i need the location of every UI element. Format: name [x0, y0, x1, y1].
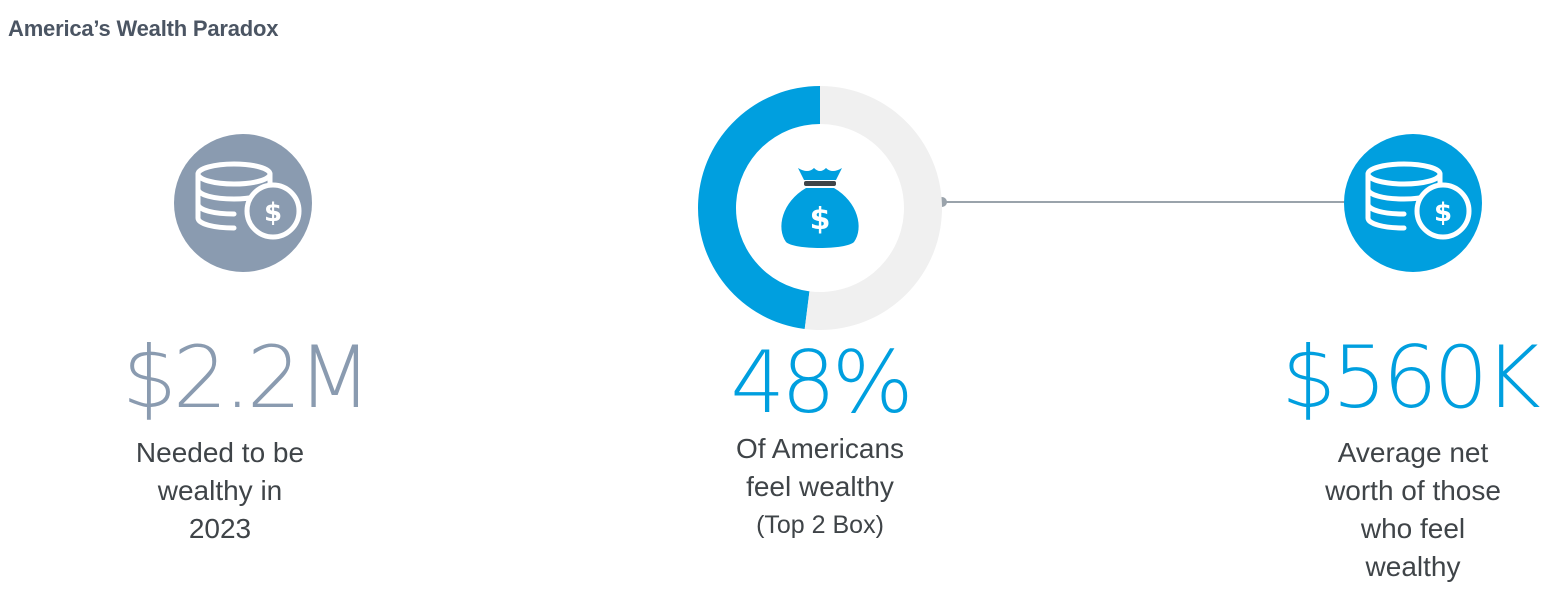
- stat-value-wealth-threshold: $2.2M: [122, 328, 372, 428]
- coin-stack-dollar-icon: $: [174, 134, 312, 272]
- caption-line: worth of those: [1325, 475, 1501, 506]
- svg-text:$: $: [1434, 198, 1452, 228]
- stat-caption-wealth-threshold: Needed to be wealthy in 2023: [60, 434, 380, 548]
- caption-sub: (Top 2 Box): [756, 511, 884, 539]
- caption-line: who feel: [1360, 513, 1466, 544]
- page-title: America’s Wealth Paradox: [8, 16, 279, 41]
- stat-value-avg-net-worth: $560K: [1281, 328, 1540, 428]
- stat-value-feel-wealthy: 48%: [730, 333, 913, 433]
- money-bag-icon: $: [781, 168, 859, 248]
- coin-stack-dollar-icon: $: [1344, 134, 1482, 272]
- svg-text:$: $: [810, 202, 831, 237]
- caption-line: Needed to be: [135, 437, 305, 468]
- caption-line: Average net: [1337, 437, 1489, 468]
- caption-line: 2023: [188, 513, 252, 544]
- caption-line: feel wealthy: [746, 471, 894, 502]
- stat-caption-avg-net-worth: Average net worth of those who feel weal…: [1258, 434, 1546, 586]
- donut-slice-remaining: [804, 86, 942, 330]
- donut-slice-feel-wealthy: [697, 86, 820, 330]
- stat-caption-feel-wealthy: Of Americans feel wealthy (Top 2 Box): [660, 430, 980, 544]
- svg-text:$: $: [264, 198, 282, 228]
- caption-line: Of Americans: [735, 433, 905, 464]
- caption-line: wealthy in: [157, 475, 283, 506]
- caption-line: wealthy: [1365, 551, 1461, 582]
- donut-chart: $: [697, 86, 942, 330]
